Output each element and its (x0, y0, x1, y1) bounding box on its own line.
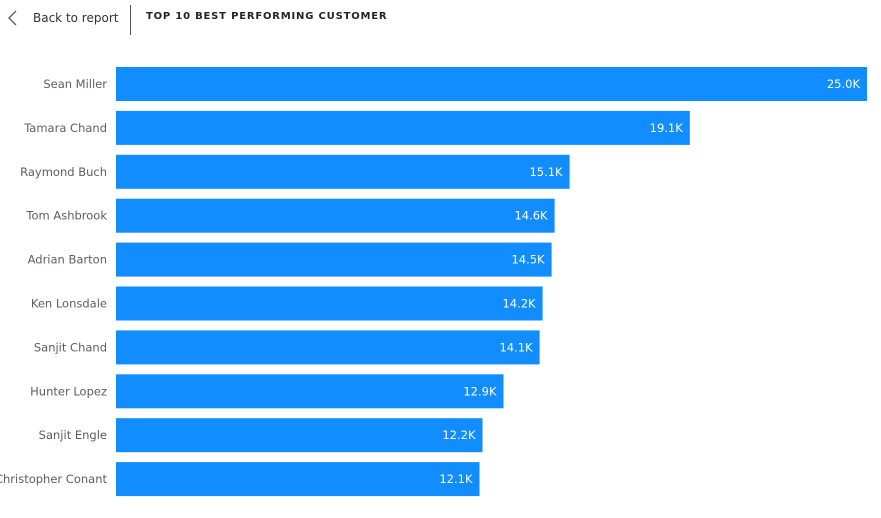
back-to-report-button[interactable]: Back to report (6, 6, 118, 30)
top-bar: Back to report TOP 10 BEST PERFORMING CU… (0, 0, 881, 36)
bar[interactable] (116, 242, 552, 277)
header-divider (130, 5, 131, 35)
bar[interactable] (116, 286, 543, 321)
bar[interactable] (116, 330, 540, 365)
data-label: 15.1K (529, 165, 563, 179)
data-label: 12.1K (439, 472, 473, 486)
visual-title: TOP 10 BEST PERFORMING CUSTOMER (146, 11, 388, 22)
data-label: 19.1K (650, 121, 684, 135)
chevron-left-icon (8, 10, 17, 26)
bar[interactable] (116, 462, 480, 497)
data-label: 14.6K (514, 209, 548, 223)
category-label: Christopher Conant (0, 472, 107, 486)
category-label: Sanjit Engle (39, 428, 107, 442)
data-label: 25.0K (827, 77, 861, 91)
bar[interactable] (116, 67, 867, 101)
category-label: Tom Ashbrook (25, 209, 107, 223)
category-label: Sean Miller (43, 77, 107, 91)
category-label: Tamara Chand (23, 121, 107, 135)
back-to-report-label: Back to report (33, 11, 119, 25)
bar[interactable] (116, 198, 555, 233)
category-label: Ken Lonsdale (31, 297, 107, 311)
data-label: 14.1K (499, 340, 533, 354)
category-label: Hunter Lopez (30, 384, 107, 398)
category-label: Raymond Buch (20, 165, 107, 179)
bar[interactable] (116, 418, 483, 453)
data-label: 12.2K (442, 428, 476, 442)
data-label: 14.5K (511, 253, 545, 267)
data-label: 12.9K (463, 384, 497, 398)
category-label: Sanjit Chand (34, 340, 107, 354)
bar[interactable] (116, 154, 570, 189)
bar[interactable] (116, 374, 504, 409)
data-label: 14.2K (502, 297, 536, 311)
category-label: Adrian Barton (28, 253, 107, 267)
bar[interactable] (116, 110, 690, 145)
